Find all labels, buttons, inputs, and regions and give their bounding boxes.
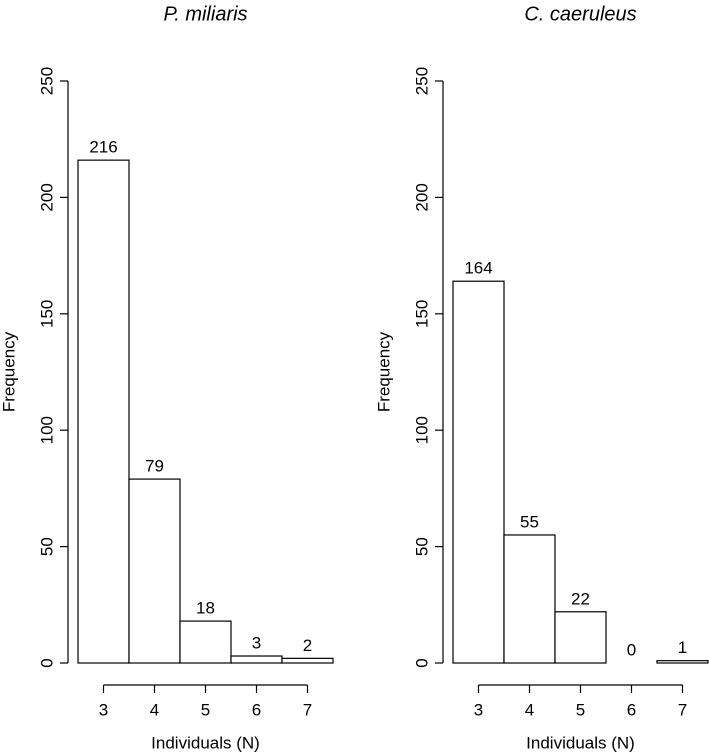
x-tick-label: 4 (150, 700, 159, 719)
data-label: 216 (89, 138, 117, 157)
x-tick-label: 4 (525, 700, 534, 719)
x-tick-label: 5 (576, 700, 585, 719)
bar (230, 655, 283, 664)
data-label: 18 (196, 599, 215, 618)
y-tick-label: 200 (412, 183, 431, 211)
x-tick-label: 7 (303, 700, 312, 719)
y-tick-label: 0 (412, 658, 431, 667)
x-axis-label: Individuals (N) (151, 733, 260, 752)
y-tick-label: 150 (37, 300, 56, 328)
data-label: 55 (520, 512, 539, 531)
y-tick-label: 50 (412, 537, 431, 556)
x-tick-label: 3 (474, 700, 483, 719)
data-label: 164 (464, 259, 492, 278)
data-label: 79 (145, 457, 164, 476)
y-tick-label: 100 (37, 416, 56, 444)
y-tick-label: 0 (37, 658, 56, 667)
bar (281, 657, 334, 664)
data-label: 0 (627, 640, 636, 659)
chart-title: C. caeruleus (524, 3, 636, 25)
bar (452, 280, 505, 664)
chart-title: P. miliaris (163, 3, 247, 25)
y-tick-label: 200 (37, 183, 56, 211)
y-tick-label: 150 (412, 300, 431, 328)
bar (77, 159, 130, 664)
y-tick-label: 250 (412, 67, 431, 95)
y-tick-label: 50 (37, 537, 56, 556)
bar (554, 611, 607, 664)
x-tick-label: 3 (99, 700, 108, 719)
x-tick-label: 5 (201, 700, 210, 719)
y-tick-label: 100 (412, 416, 431, 444)
x-axis-label: Individuals (N) (526, 733, 635, 752)
data-label: 2 (303, 636, 312, 655)
bar (128, 478, 181, 664)
data-label: 3 (252, 634, 261, 653)
x-tick-label: 6 (252, 700, 261, 719)
bar (656, 660, 709, 664)
data-label: 1 (678, 638, 687, 657)
y-tick-label: 250 (37, 67, 56, 95)
data-label: 22 (571, 589, 590, 608)
bar (503, 534, 556, 664)
y-axis-label: Frequency (0, 331, 18, 412)
bar (179, 620, 232, 664)
x-tick-label: 7 (678, 700, 687, 719)
x-tick-label: 6 (627, 700, 636, 719)
y-axis-label: Frequency (374, 331, 393, 412)
